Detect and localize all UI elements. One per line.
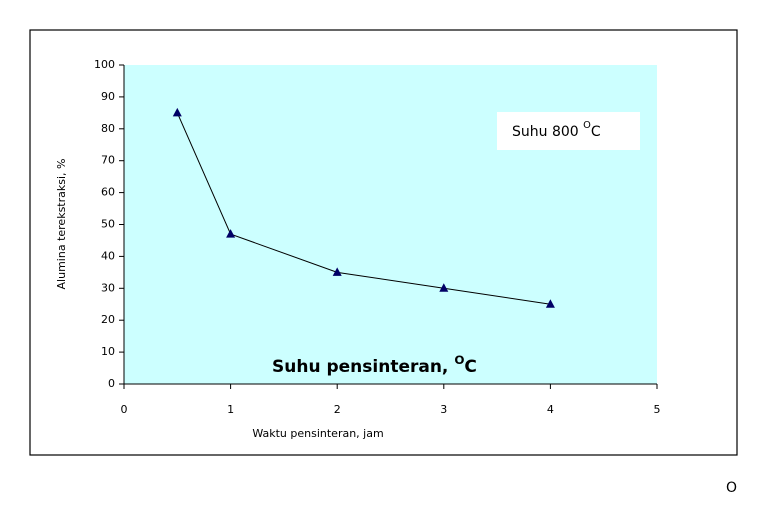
annotation-bold-suffix: C (464, 357, 476, 377)
x-tick-label: 3 (440, 403, 447, 416)
y-tick-label: 30 (101, 281, 115, 294)
annotation-fragment-text: O (726, 480, 737, 496)
x-tick-label: 1 (227, 403, 234, 416)
y-tick-label: 80 (101, 122, 115, 135)
data-marker (332, 267, 342, 276)
y-tick-label: 60 (101, 186, 115, 199)
annotation-bold-text: Suhu pensinteran, (272, 357, 454, 377)
annotation-bold: Suhu pensinteran, OC (272, 353, 477, 378)
y-tick-label: 90 (101, 90, 115, 103)
y-tick-label: 70 (101, 154, 115, 167)
y-tick-label: 100 (94, 58, 115, 71)
annotation-suffix: C (591, 124, 601, 140)
x-tick-label: 4 (547, 403, 554, 416)
y-tick-label: 50 (101, 218, 115, 231)
y-tick-label: 40 (101, 249, 115, 262)
data-marker (226, 229, 236, 238)
y-tick-label: 20 (101, 313, 115, 326)
y-axis-label: Alumina terekstraksi, % (55, 159, 68, 290)
x-tick-label: 5 (654, 403, 661, 416)
annotation-bold-superscript: O (454, 353, 464, 367)
annotation: Suhu 800 OC (512, 120, 601, 140)
annotation-superscript: O (583, 120, 591, 131)
annotation-box (497, 112, 640, 150)
x-tick-label: 2 (334, 403, 341, 416)
data-marker (545, 299, 555, 308)
annotation-text: Suhu 800 (512, 124, 583, 140)
annotation-fragment: O (726, 480, 737, 496)
data-marker (172, 107, 182, 117)
y-tick-label: 0 (108, 377, 115, 390)
y-tick-label: 10 (101, 345, 115, 358)
x-axis-label: Waktu pensinteran, jam (252, 427, 383, 440)
x-tick-label: 0 (121, 403, 128, 416)
data-marker (439, 283, 449, 292)
